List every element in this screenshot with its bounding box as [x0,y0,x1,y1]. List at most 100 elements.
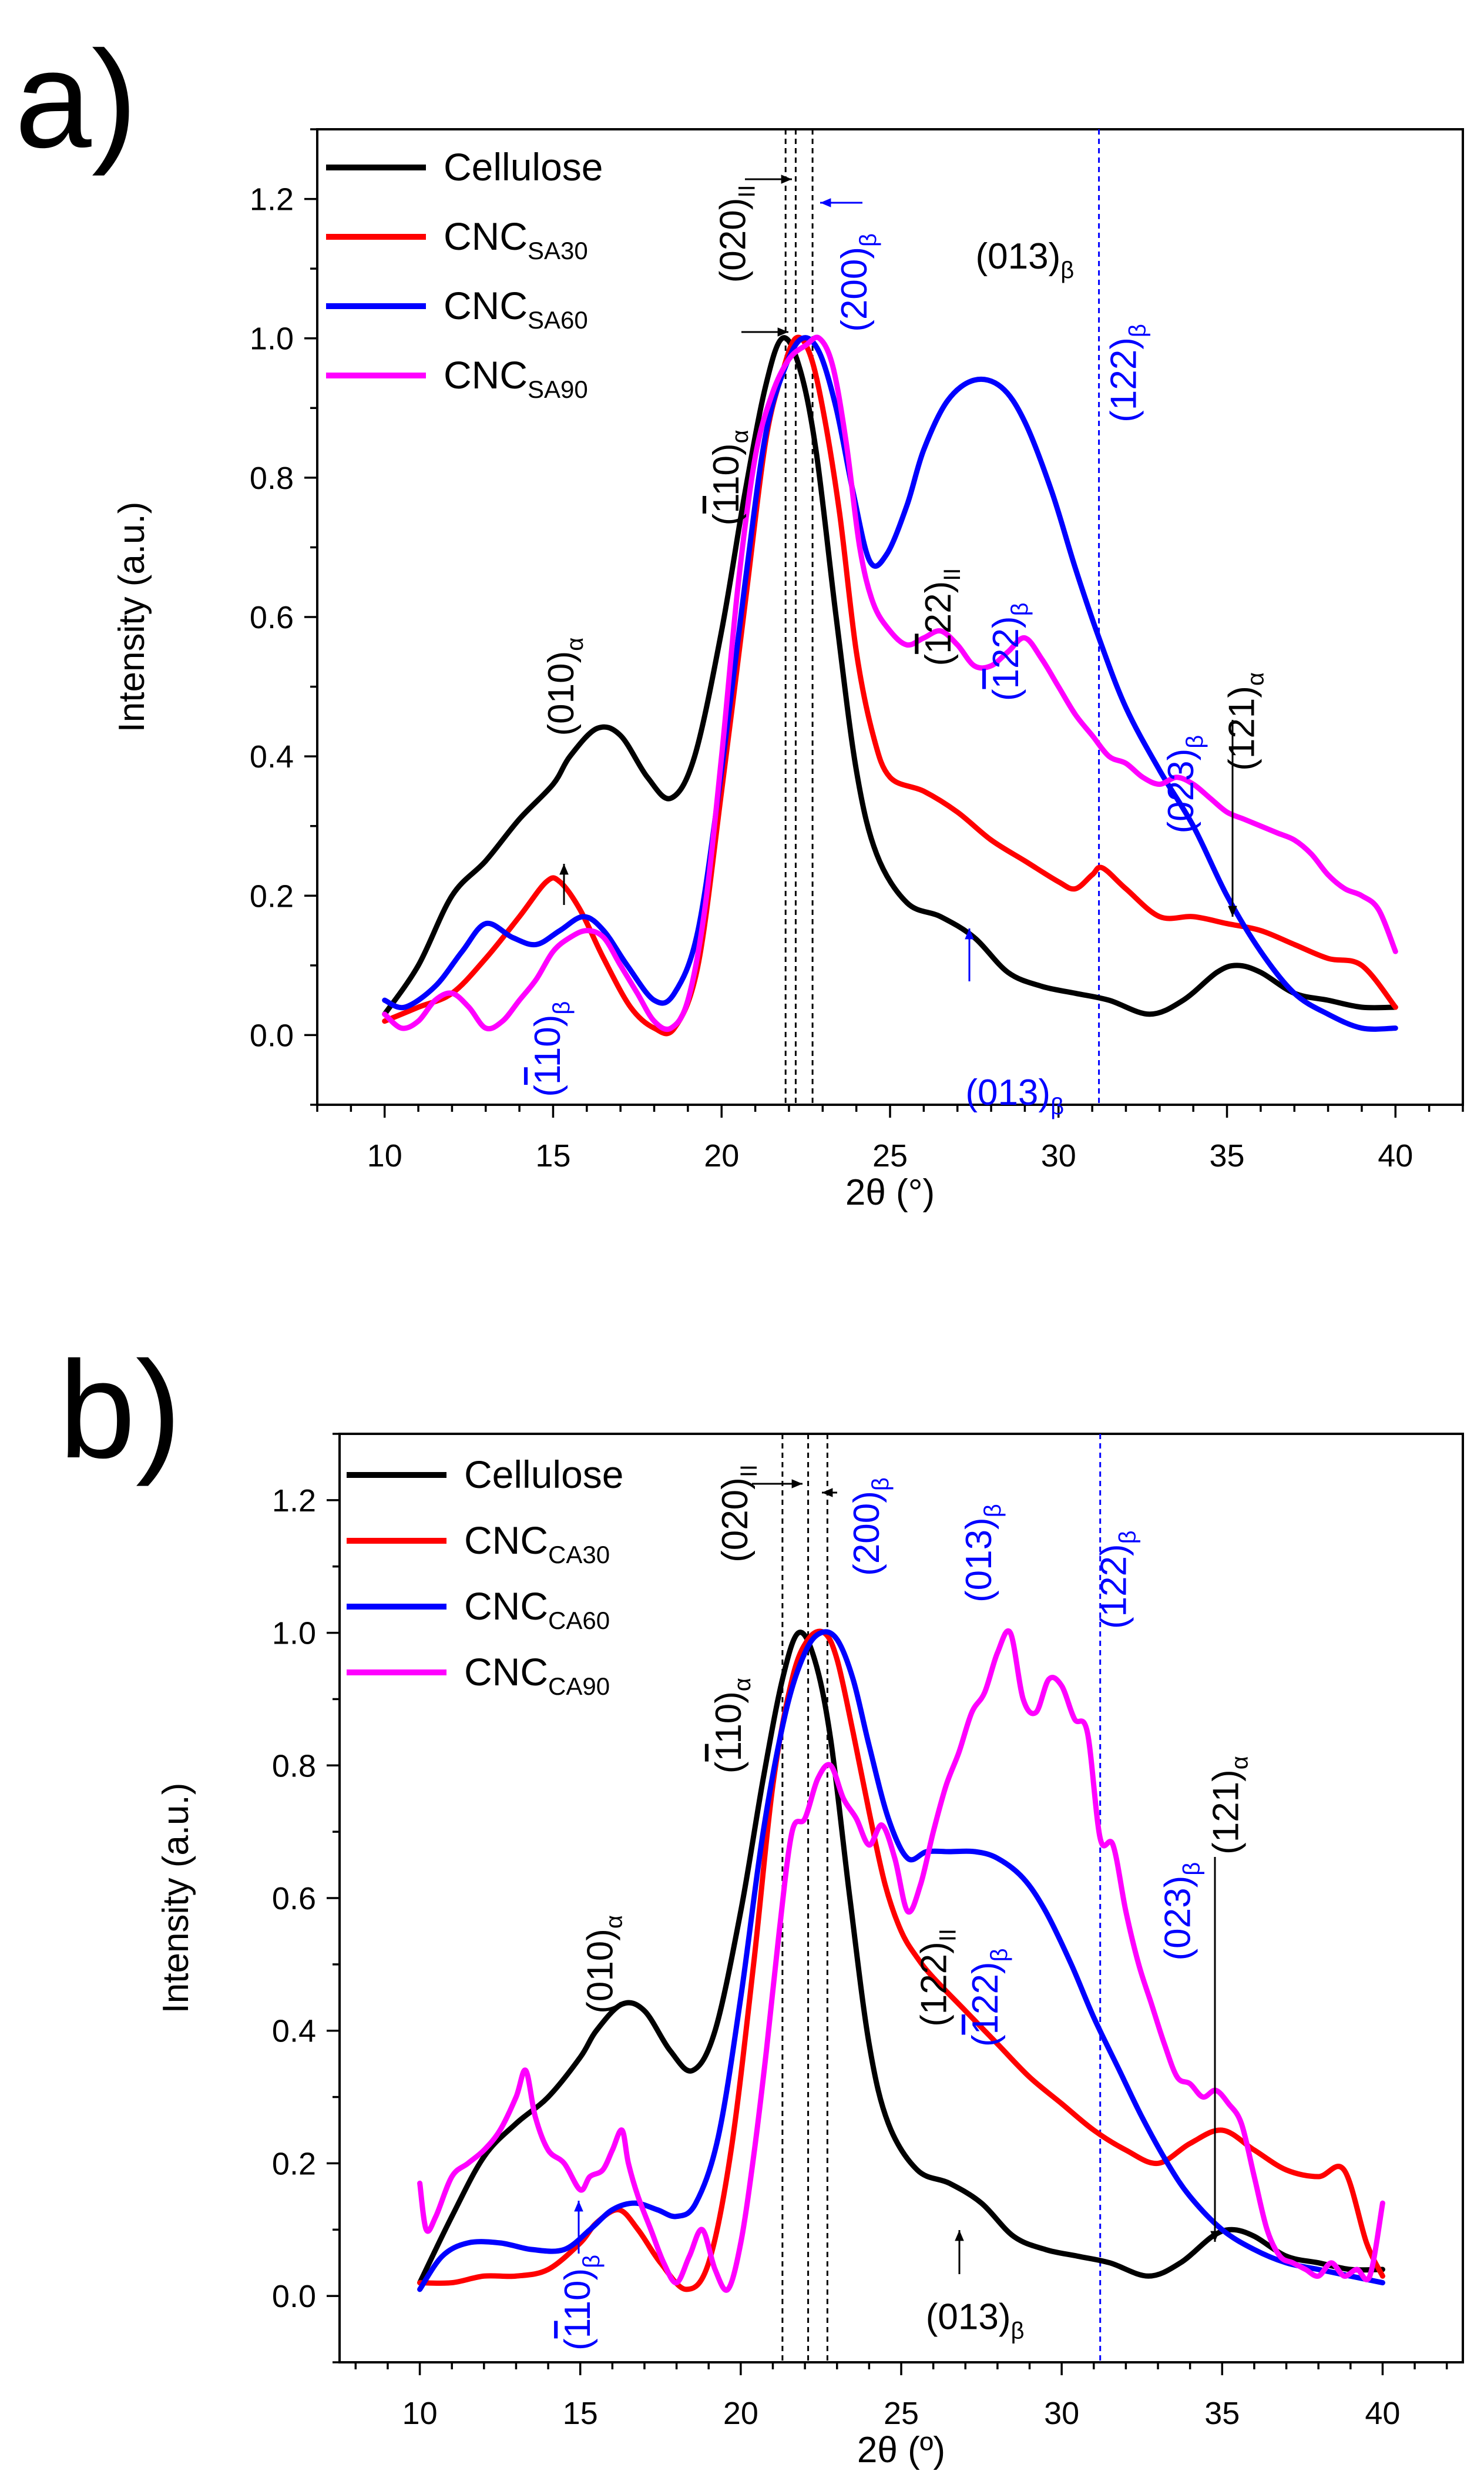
peak-annotation: (200)β [834,233,881,332]
y-tick-label: 0.0 [272,2279,316,2314]
legend-label-main: Cellulose [444,145,603,189]
peak-annotation: (110)β [528,1001,575,1097]
peak-annotation: (121)α [1206,1756,1253,1855]
annotation-index: ( [558,2338,598,2351]
y-tick-label: 0.6 [250,600,294,635]
peak-annotation: (023)β [1158,1862,1205,1961]
annotation-subscript: β [1182,735,1208,749]
annotation-subscript: α [730,1678,756,1691]
legend-label-sub: CA30 [548,1541,610,1568]
annotation-subscript: β [549,1001,575,1015]
annotation-subscript: β [980,1504,1006,1517]
peak-arrowhead [1228,906,1237,917]
series-line-1 [417,1628,1385,2292]
x-tick-label: 30 [1044,2396,1079,2431]
annotation-subscript: II [939,568,965,581]
peak-annotation: (122)β [965,1948,1012,2047]
x-tick-label: 20 [704,1138,739,1174]
y-tick-label: 0.8 [250,461,294,496]
x-tick-label: 25 [872,1138,908,1174]
annotation-subscript: β [1007,602,1033,616]
annotation-subscript: α [1227,1756,1253,1769]
annotation-bar-digit: 1 [558,2319,598,2338]
y-axis-title: Intensity (a.u.) [156,1783,196,2014]
y-tick-label: 1.2 [250,182,294,217]
legend-label-main: Cellulose [464,1453,623,1496]
y-tick-label: 1.0 [250,321,294,357]
annotation-subscript: β [868,1477,894,1491]
annotation-index: (023) [1161,749,1201,834]
legend-label: CNCSA60 [444,284,588,334]
x-axis-title: 2θ (º) [857,2430,945,2470]
annotation-index: ( [918,653,959,666]
peak-annotation: (122)β [986,602,1033,701]
legend-label-main: CNC [444,214,528,258]
annotation-subscript: II [736,1464,762,1477]
annotation-subscript: β [1179,1862,1205,1876]
x-tick-label: 20 [723,2396,758,2431]
annotation-index-rest: 10) [528,1015,568,1068]
legend-label: CNCCA30 [464,1518,610,1568]
annotation-bar-digit: 1 [918,633,959,653]
peak-annotation: (013)β [959,1504,1006,1602]
y-tick-label: 0.2 [250,879,294,914]
series-line-1 [382,334,1398,1037]
annotation-index: (023) [1158,1876,1198,1961]
annotation-subscript: β [1060,257,1074,283]
legend-label-main: CNC [464,1584,548,1628]
annotation-subscript: β [1011,2318,1025,2344]
annotation-subscript: β [855,233,881,247]
annotation-index: (010) [580,1929,620,2014]
x-tick-label: 10 [367,1138,402,1174]
peak-arrowhead [820,198,831,207]
annotation-bar-digit: 1 [986,669,1026,689]
peak-annotation: (122)β [1093,1530,1140,1629]
annotation-index: (122) [1104,337,1144,423]
peak-annotation: (020)II [713,185,760,283]
x-tick-label: 30 [1041,1138,1076,1174]
annotation-subscript: β [1050,1094,1064,1119]
x-tick-label: 15 [535,1138,570,1174]
legend-label-main: CNC [464,1650,548,1694]
x-tick-label: 35 [1204,2396,1240,2431]
annotation-index: (200) [847,1491,887,1576]
annotation-index: ( [709,1761,749,1773]
legend-label: Cellulose [444,145,603,189]
annotation-subscript: α [601,1915,627,1929]
peak-annotation: (121)α [1221,672,1268,771]
peak-arrowhead [791,1479,803,1488]
legend-label-sub: CA90 [548,1672,610,1700]
peak-arrowhead [965,928,974,940]
annotation-index-rest: 22) [986,616,1026,669]
panel-label: a) [15,22,137,176]
y-tick-label: 0.4 [272,2014,316,2049]
peak-annotation: (122)β [1104,324,1151,423]
x-tick-label: 25 [884,2396,919,2431]
peak-arrowhead [822,1488,833,1497]
y-axis-title: Intensity (a.u.) [112,502,152,733]
annotation-index: (122) [914,1942,954,2027]
legend-label-sub: SA30 [528,237,588,264]
x-tick-label: 35 [1209,1138,1244,1174]
peak-arrowhead [1210,2231,1220,2242]
series-line-0 [382,335,1398,1017]
annotation-index: (121) [1221,686,1262,771]
annotation-subscript: β [1125,324,1151,337]
peak-arrowhead [574,2201,583,2212]
peak-arrowhead [781,175,792,184]
peak-annotation: (122)II [918,568,965,666]
annotation-index: ( [706,513,747,525]
peak-annotation: (023)β [1161,735,1208,834]
x-tick-label: 15 [563,2396,598,2431]
series-line-3 [382,334,1398,1032]
y-tick-label: 0.2 [272,2146,316,2181]
legend-label: CNCSA90 [444,353,588,403]
y-tick-label: 0.6 [272,1881,316,1916]
annotation-index: ( [528,1085,568,1097]
annotation-index: ( [986,689,1026,701]
annotation-index: (013) [976,236,1061,277]
legend-label: CNCCA90 [464,1650,610,1700]
legend-label-sub: CA60 [548,1607,610,1634]
peak-annotation: (020)II [715,1464,762,1563]
